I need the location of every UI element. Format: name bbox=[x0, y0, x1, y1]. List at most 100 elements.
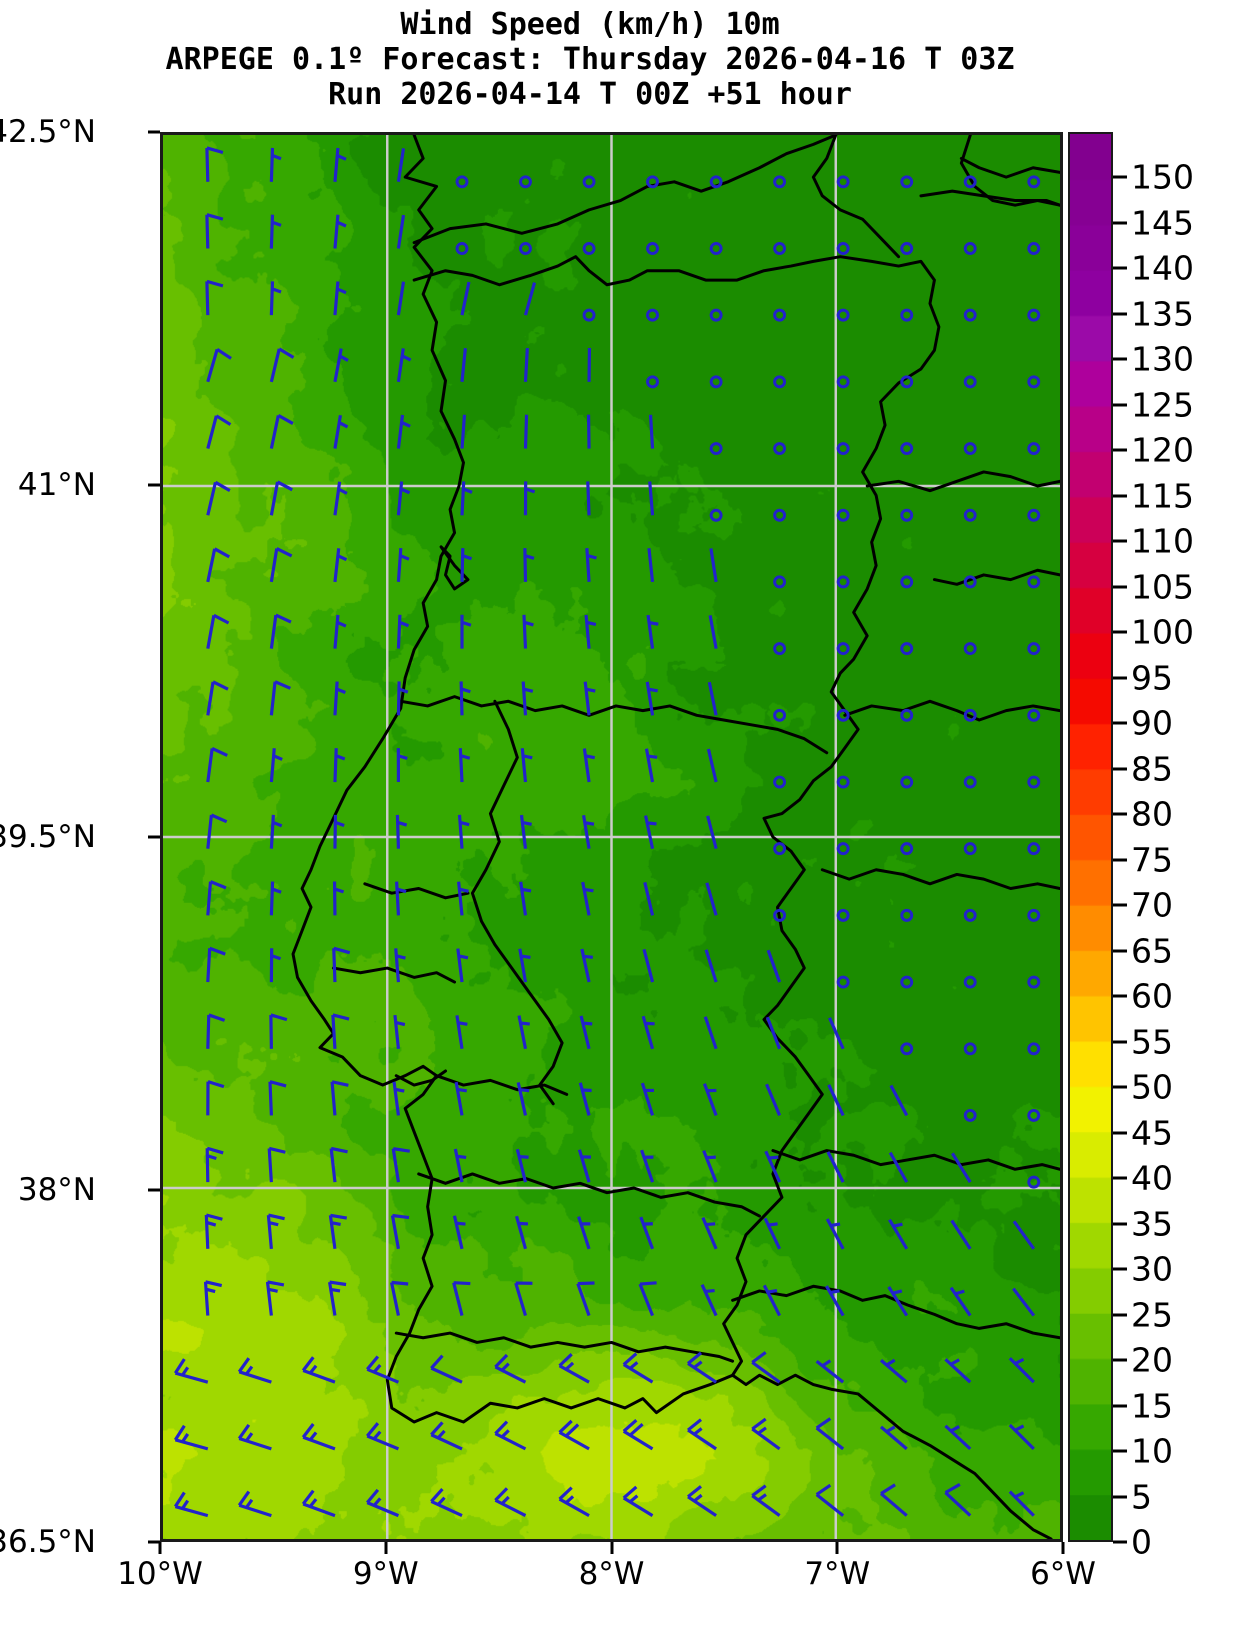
wind-barb bbox=[328, 1280, 347, 1316]
wind-barb bbox=[815, 1483, 845, 1517]
calm-wind-symbol bbox=[836, 442, 850, 456]
wind-barb bbox=[963, 975, 977, 989]
wind-barb bbox=[1012, 1220, 1036, 1250]
colorbar-tick-label: 115 bbox=[1131, 476, 1194, 516]
colorbar-tick-label: 65 bbox=[1131, 931, 1173, 971]
wind-barb bbox=[709, 442, 723, 456]
wind-barb bbox=[333, 214, 347, 249]
wind-barb bbox=[640, 1082, 655, 1116]
wind-barb bbox=[1008, 1490, 1035, 1517]
wind-barb bbox=[430, 1488, 463, 1518]
colorbar-tick bbox=[1113, 1176, 1127, 1180]
calm-wind-symbol bbox=[900, 842, 914, 856]
wind-barb bbox=[963, 242, 977, 255]
wind-barb bbox=[944, 1358, 972, 1384]
colorbar-tick-label: 145 bbox=[1131, 203, 1194, 243]
wind-barb bbox=[333, 681, 346, 716]
calm-wind-symbol bbox=[900, 575, 914, 589]
wind-barb bbox=[766, 949, 782, 983]
wind-barb bbox=[815, 1359, 845, 1384]
wind-barb bbox=[580, 948, 593, 983]
colorbar-tick bbox=[1113, 812, 1127, 816]
colorbar-tick-label: 120 bbox=[1131, 430, 1194, 470]
longitude-tick-label: 10°W bbox=[117, 1556, 203, 1592]
wind-barb bbox=[269, 214, 282, 249]
wind-barb bbox=[900, 708, 914, 722]
colorbar-tick bbox=[1113, 175, 1127, 179]
wind-barb bbox=[457, 881, 469, 916]
wind-barb bbox=[173, 1491, 209, 1518]
wind-barb bbox=[268, 1080, 287, 1116]
wind-barb bbox=[206, 880, 227, 916]
wind-barb bbox=[269, 613, 292, 649]
calm-wind-symbol bbox=[963, 842, 977, 856]
wind-barb bbox=[963, 575, 977, 589]
wind-barb bbox=[900, 775, 914, 789]
calm-wind-symbol bbox=[1027, 175, 1041, 189]
colorbar-tick bbox=[1113, 721, 1127, 725]
border-setubal-alentejo bbox=[435, 1074, 569, 1096]
wind-barb bbox=[396, 281, 406, 316]
wind-barb bbox=[206, 680, 229, 716]
calm-wind-symbol bbox=[900, 775, 914, 789]
wind-barb bbox=[705, 882, 718, 916]
wind-barb bbox=[205, 146, 224, 182]
border-huelva-sevilla bbox=[731, 1284, 1060, 1340]
calm-wind-symbol bbox=[709, 242, 723, 255]
wind-barb bbox=[333, 814, 345, 849]
colorbar-tick bbox=[1113, 1085, 1127, 1089]
calm-wind-symbol bbox=[1027, 1042, 1041, 1056]
colorbar-tick bbox=[1113, 1131, 1127, 1135]
calm-wind-symbol bbox=[963, 975, 977, 989]
wind-barb bbox=[900, 242, 914, 255]
wind-barb bbox=[1027, 1108, 1041, 1122]
wind-barb bbox=[773, 175, 787, 189]
calm-wind-symbol bbox=[773, 575, 787, 589]
wind-barb bbox=[900, 308, 914, 322]
wind-barb bbox=[206, 613, 230, 649]
wind-barb bbox=[460, 348, 467, 383]
wind-barb bbox=[330, 1080, 349, 1116]
wind-barb bbox=[708, 615, 718, 649]
wind-barb bbox=[396, 214, 406, 249]
calm-wind-symbol bbox=[836, 575, 850, 589]
wind-barb bbox=[648, 414, 655, 449]
calm-wind-symbol bbox=[1027, 708, 1041, 722]
wind-barb bbox=[686, 1351, 717, 1384]
border-galicia-south bbox=[412, 135, 838, 245]
wind-barb bbox=[206, 747, 228, 783]
wind-barb bbox=[395, 814, 408, 849]
wind-barb bbox=[269, 680, 291, 716]
wind-barb bbox=[333, 614, 347, 649]
latitude-tick bbox=[148, 1188, 160, 1191]
calm-wind-symbol bbox=[709, 175, 723, 189]
calm-wind-symbol bbox=[963, 242, 977, 255]
wind-barb bbox=[888, 1151, 909, 1183]
calm-wind-symbol bbox=[646, 375, 659, 389]
wind-barb bbox=[1027, 442, 1041, 456]
wind-barb bbox=[521, 681, 534, 716]
wind-barb bbox=[237, 1357, 272, 1384]
wind-barb bbox=[773, 775, 787, 789]
calm-wind-symbol bbox=[900, 708, 914, 722]
wind-barb bbox=[519, 175, 532, 189]
map-plot-area[interactable] bbox=[160, 132, 1063, 1542]
latitude-tick bbox=[148, 835, 160, 839]
wind-barb bbox=[646, 308, 659, 322]
colorbar[interactable] bbox=[1068, 132, 1113, 1542]
wind-barb bbox=[519, 881, 532, 916]
chart-run-info: Run 2026-04-14 T 00Z +51 hour bbox=[328, 76, 852, 112]
wind-barb bbox=[452, 1215, 466, 1250]
wind-barb bbox=[390, 1213, 410, 1250]
longitude-tick bbox=[835, 1542, 839, 1554]
calm-wind-symbol bbox=[773, 708, 787, 722]
calm-wind-symbol bbox=[709, 375, 723, 389]
wind-barb bbox=[825, 1285, 845, 1317]
calm-wind-symbol bbox=[963, 175, 977, 189]
wind-barb bbox=[702, 1083, 718, 1116]
calm-wind-symbol bbox=[455, 242, 469, 255]
calm-wind-symbol bbox=[646, 308, 659, 322]
wind-barb bbox=[523, 282, 537, 316]
wind-barb bbox=[646, 375, 659, 389]
wind-barb bbox=[648, 481, 655, 516]
